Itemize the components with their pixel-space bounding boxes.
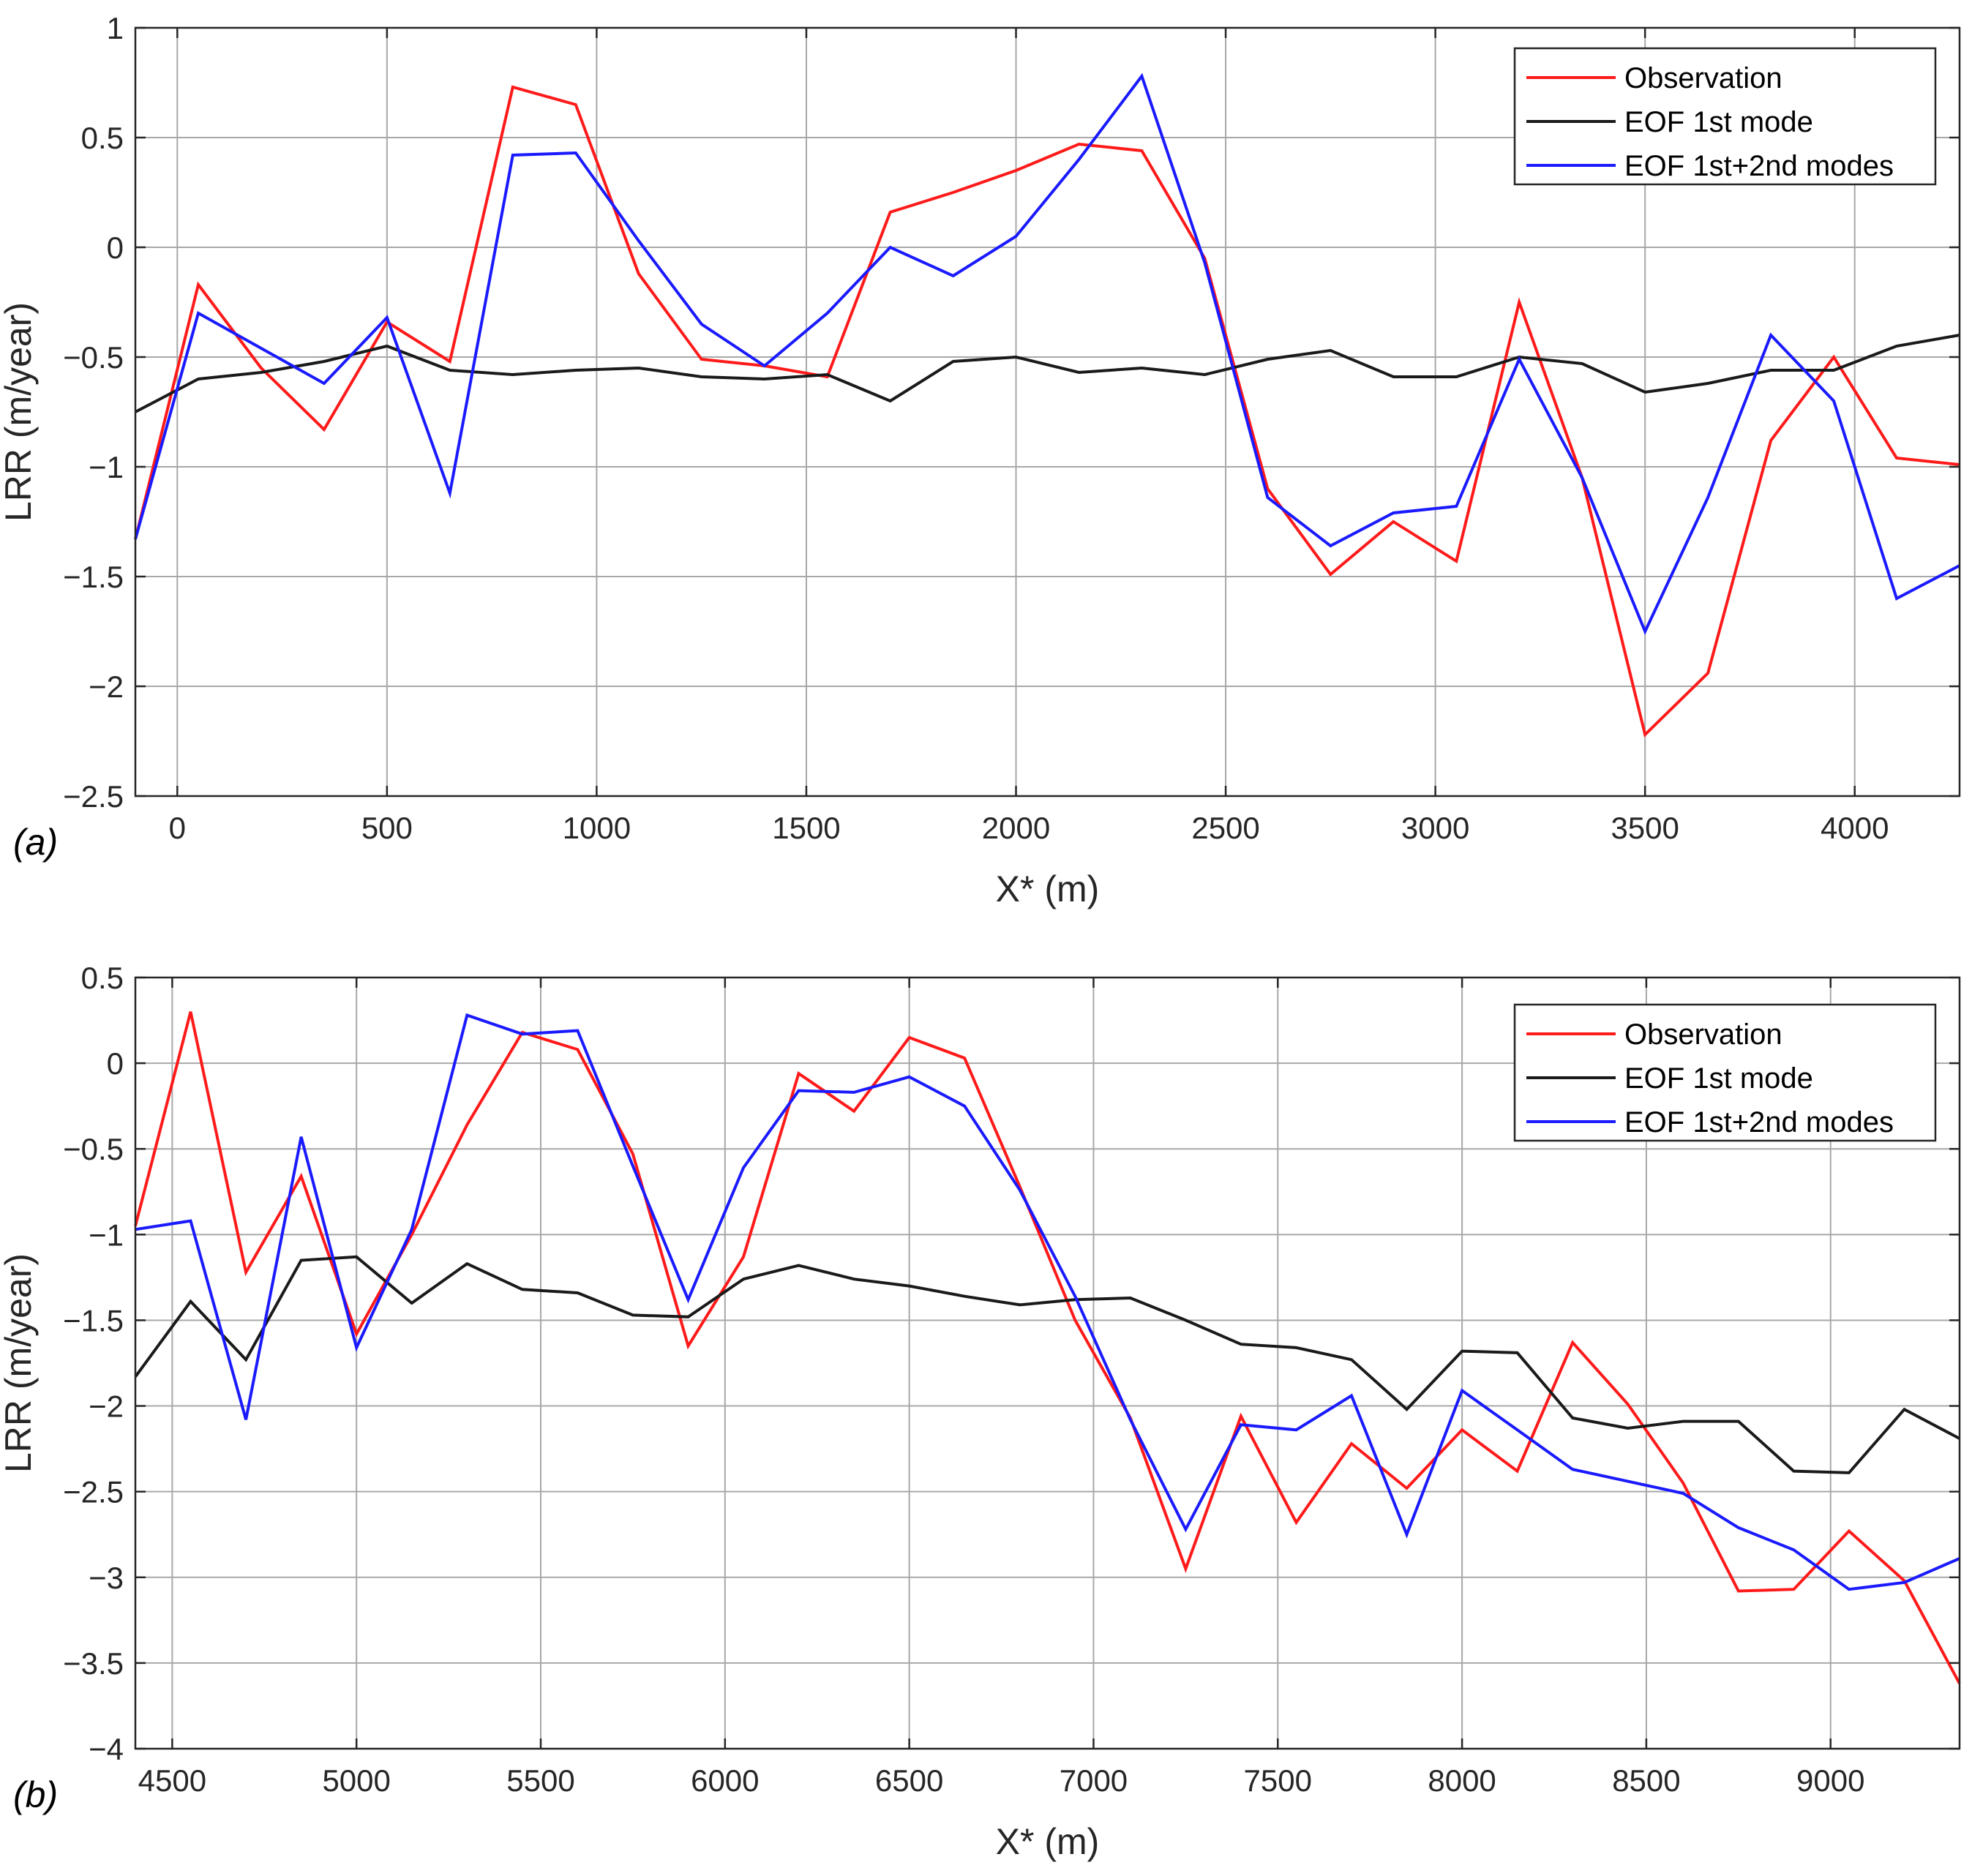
panel-label: (a)	[13, 822, 58, 863]
series-line-observation	[134, 85, 1960, 738]
legend-entry-eof-1st-mode: EOF 1st mode	[1624, 106, 1813, 138]
x-tick-label: 500	[361, 811, 413, 845]
y-tick-label: −1	[89, 450, 124, 484]
x-tick-label: 0	[169, 811, 186, 845]
series-line-eof-1st-2nd-modes	[135, 1013, 1960, 1591]
legend-entry-observation: Observation	[1624, 62, 1782, 94]
series-line-eof-1st-mode	[135, 334, 1960, 413]
y-tick-label: −2	[89, 1389, 124, 1424]
legend-box	[1513, 1003, 1937, 1142]
chart-panel-a: 0 500 1000 1500 2000 2500 3000 3500 4000 −2.5 −2 −1…	[0, 11, 1961, 909]
x-axis-label: X* (m)	[996, 868, 1100, 909]
y-tick-label: 0	[107, 1046, 124, 1081]
x-tick-label: 2500	[1191, 811, 1259, 845]
legend-entry-eof-1st-2nd-modes: EOF 1st+2nd modes	[1624, 1106, 1894, 1138]
y-axis-label: LRR (m/year)	[0, 1253, 39, 1473]
x-tick-label: 8000	[1428, 1763, 1496, 1798]
y-tick-label: −2.5	[63, 1475, 124, 1509]
x-tick-label: 3000	[1401, 811, 1469, 845]
x-axis-label: X* (m)	[996, 1821, 1100, 1862]
x-tick-label: 5000	[322, 1763, 390, 1798]
legend-entry-eof-1st-2nd-modes: EOF 1st+2nd modes	[1624, 150, 1894, 182]
legend: Observation EOF 1st mode EOF 1st+2nd modes	[1513, 47, 1937, 186]
y-tick-label: −1.5	[63, 560, 124, 594]
x-tick-label: 8500	[1612, 1763, 1680, 1798]
y-tick-label: −1	[89, 1217, 124, 1252]
y-tick-label: 0	[107, 230, 124, 265]
y-tick-label: −3	[89, 1561, 124, 1595]
y-tick-label: −0.5	[63, 340, 124, 375]
x-tick-label: 3500	[1611, 811, 1679, 845]
series-line-observation	[134, 1011, 1961, 1684]
x-tick-label: 6500	[875, 1763, 943, 1798]
y-tick-label: −2.5	[63, 779, 124, 814]
y-tick-label: −0.5	[63, 1132, 124, 1166]
y-tick-label: −4	[89, 1732, 124, 1766]
y-tick-label: 0.5	[81, 121, 124, 155]
series-line-eof-1st-mode	[134, 1255, 1960, 1474]
y-tick-label: −1.5	[63, 1303, 124, 1337]
panel-label: (b)	[13, 1774, 58, 1815]
y-tick-label: −3.5	[63, 1646, 124, 1681]
x-tick-label: 7500	[1244, 1763, 1312, 1798]
x-tick-label: 9000	[1796, 1763, 1864, 1798]
x-tick-label: 2000	[982, 811, 1050, 845]
chart-panel-b: 4500 5000 5500 6000 6500 7000 7500 8000 8500 9000…	[0, 961, 1961, 1862]
x-tick-label: 6000	[691, 1763, 759, 1798]
legend-entry-eof-1st-mode: EOF 1st mode	[1624, 1062, 1813, 1095]
x-tick-label: 5500	[506, 1763, 574, 1798]
legend-entry-observation: Observation	[1624, 1018, 1782, 1051]
legend: Observation EOF 1st mode EOF 1st+2nd modes	[1513, 1003, 1937, 1142]
x-tick-label: 4000	[1821, 811, 1889, 845]
y-axis-label: LRR (m/year)	[0, 302, 39, 522]
y-tick-label: 0.5	[81, 961, 124, 995]
series-line-eof-1st-2nd-modes	[134, 72, 1960, 635]
x-tick-label: 1000	[563, 811, 631, 845]
axes-frame	[134, 26, 1961, 798]
x-tick-label: 4500	[138, 1763, 206, 1798]
legend-box	[1513, 47, 1937, 186]
y-tick-label: −2	[89, 669, 124, 704]
axes-frame	[134, 976, 1961, 1750]
x-tick-label: 1500	[772, 811, 840, 845]
y-tick-label: 1	[107, 11, 124, 45]
x-tick-label: 7000	[1060, 1763, 1128, 1798]
